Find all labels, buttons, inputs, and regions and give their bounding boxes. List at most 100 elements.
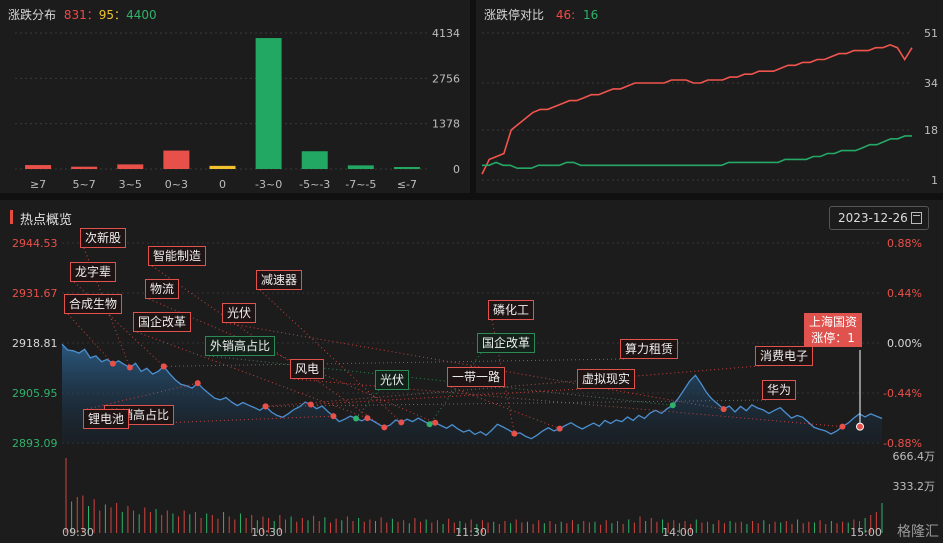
x-tick-label: -3~0 [255, 178, 282, 191]
limit-ratio-title-text: 涨跌停对比 [484, 8, 545, 22]
logo-watermark: 格隆汇 [897, 524, 939, 540]
bar [117, 164, 144, 169]
limit-ratio-panel: 涨跌停对比 46: 16 51 34 18 1 [476, 0, 943, 193]
time-tick-label: 15:00 [850, 526, 882, 539]
event-dot [398, 419, 405, 426]
hotspot-label[interactable]: 国企改革 [133, 312, 192, 332]
event-stem [450, 386, 560, 430]
bar [255, 38, 282, 169]
event-dot [364, 415, 371, 422]
up-count: 831 [63, 8, 87, 22]
hotspot-label[interactable]: 减速器 [256, 270, 303, 290]
hotspot-label[interactable]: 算力租赁 [620, 339, 679, 359]
title-accent [10, 210, 13, 224]
hotspot-label[interactable]: 虚拟现实 [577, 369, 636, 389]
tooltip-line2: 涨停：1 [811, 331, 855, 345]
hotspot-label[interactable]: 光伏 [222, 303, 257, 323]
pct-tick-label: -0.88% [883, 437, 922, 450]
hotspot-panel: 热点概览 2023-12-26 2944.53 0.88% 2931.67 0.44%… [0, 200, 943, 543]
event-dot [426, 421, 433, 428]
volume-tick-label: 333.2万 [893, 480, 936, 493]
price-tick-label: 2944.53 [12, 237, 58, 250]
bar [393, 167, 420, 169]
event-stem [86, 382, 198, 410]
pct-tick-label: 0.88% [887, 237, 922, 250]
pct-tick-label: 0.44% [887, 287, 922, 300]
y-tick-label: 1378 [432, 118, 460, 131]
hotspot-label[interactable]: 国企改革 [477, 333, 536, 353]
date-picker[interactable]: 2023-12-26 [829, 206, 929, 230]
event-dot [194, 380, 201, 387]
price-tick-label: 2918.81 [12, 337, 58, 350]
event-dot [556, 425, 563, 432]
y-tick-label: 18 [924, 124, 938, 137]
y-tick-label: 34 [924, 77, 938, 90]
bar [25, 165, 52, 169]
event-dot [160, 363, 167, 370]
x-tick-label: 0 [219, 178, 226, 191]
hotspot-label[interactable]: 智能制造 [148, 246, 207, 266]
x-tick-label: -7~-5 [345, 178, 376, 191]
hotspot-label[interactable]: 合成生物 [64, 294, 123, 314]
distribution-chart: 4134 2756 1378 0 ≥7 5~7 3~5 0~3 0 -3~0 -5~-3 -7~-5 ≤… [15, 27, 460, 191]
x-tick-label: 5~7 [73, 178, 96, 191]
intraday-chart: 2944.53 0.88% 2931.67 0.44% 2918.81 0.00% 2905… [12, 237, 936, 539]
bar [347, 165, 374, 169]
hotspot-label[interactable]: 消费电子 [755, 346, 814, 366]
event-dot [432, 419, 439, 426]
hotspot-label[interactable]: 一带一路 [447, 367, 506, 387]
time-tick-label: 09:30 [62, 526, 94, 539]
event-stem [265, 365, 760, 407]
event-dot [381, 424, 388, 431]
event-stem [107, 415, 334, 426]
event-dot [511, 430, 518, 437]
distribution-panel: 涨跌分布 831：95：4400 4134 2756 1378 0 ≥7 5~7 3~5 0~… [0, 0, 470, 193]
bar [209, 165, 236, 169]
separator: ： [86, 8, 99, 22]
x-tick-label: 0~3 [165, 178, 188, 191]
hotspot-label[interactable]: 物流 [145, 279, 180, 299]
pct-tick-label: 0.00% [887, 337, 922, 350]
event-dot [839, 423, 846, 430]
limit-down-count: 16 [583, 8, 599, 22]
limit-down-line [482, 135, 912, 169]
date-value: 2023-12-26 [838, 211, 908, 225]
event-dot [307, 401, 314, 408]
distribution-title-text: 涨跌分布 [8, 8, 57, 22]
bar [163, 150, 190, 169]
time-tick-label: 10:30 [251, 526, 283, 539]
event-stem [208, 355, 673, 406]
price-tick-label: 2893.09 [12, 437, 58, 450]
distribution-title: 涨跌分布 831：95：4400 [8, 6, 157, 23]
flat-count: 95 [98, 8, 115, 22]
y-tick-label: 4134 [432, 27, 460, 40]
limit-ratio-title: 涨跌停对比 46: 16 [484, 8, 599, 22]
tooltip-dot [856, 422, 864, 431]
hotspot-label[interactable]: 锂电池 [83, 409, 130, 429]
y-tick-label: 0 [453, 163, 460, 176]
price-tick-label: 2931.67 [12, 287, 58, 300]
price-tick-label: 2905.95 [12, 387, 58, 400]
tooltip-line1: 上海国资 [809, 315, 858, 329]
hotspot-tooltip: 上海国资涨停：1 [804, 313, 863, 347]
limit-up-count: 46 [555, 8, 572, 22]
hotspot-label[interactable]: 光伏 [375, 370, 410, 390]
calendar-icon[interactable] [911, 212, 922, 224]
hotspot-label[interactable]: 龙字辈 [70, 262, 117, 282]
pct-tick-label: -0.44% [883, 387, 922, 400]
hotspot-title: 热点概览 [20, 213, 73, 228]
hotspot-label[interactable]: 风电 [290, 359, 325, 379]
x-tick-label: -5~-3 [299, 178, 330, 191]
down-count: 4400 [126, 8, 157, 22]
event-stem [491, 319, 515, 434]
limit-ratio-chart: 51 34 18 1 [481, 27, 938, 187]
event-stem [225, 322, 724, 410]
x-tick-label: ≥7 [30, 178, 46, 191]
volume-tick-label: 666.4万 [893, 450, 936, 463]
event-dot [330, 413, 337, 420]
hotspot-label[interactable]: 华为 [762, 380, 797, 400]
hotspot-label[interactable]: 外销高占比 [205, 336, 276, 356]
hotspot-label[interactable]: 磷化工 [488, 300, 535, 320]
hotspot-label[interactable]: 次新股 [80, 228, 127, 248]
bar [71, 166, 98, 169]
